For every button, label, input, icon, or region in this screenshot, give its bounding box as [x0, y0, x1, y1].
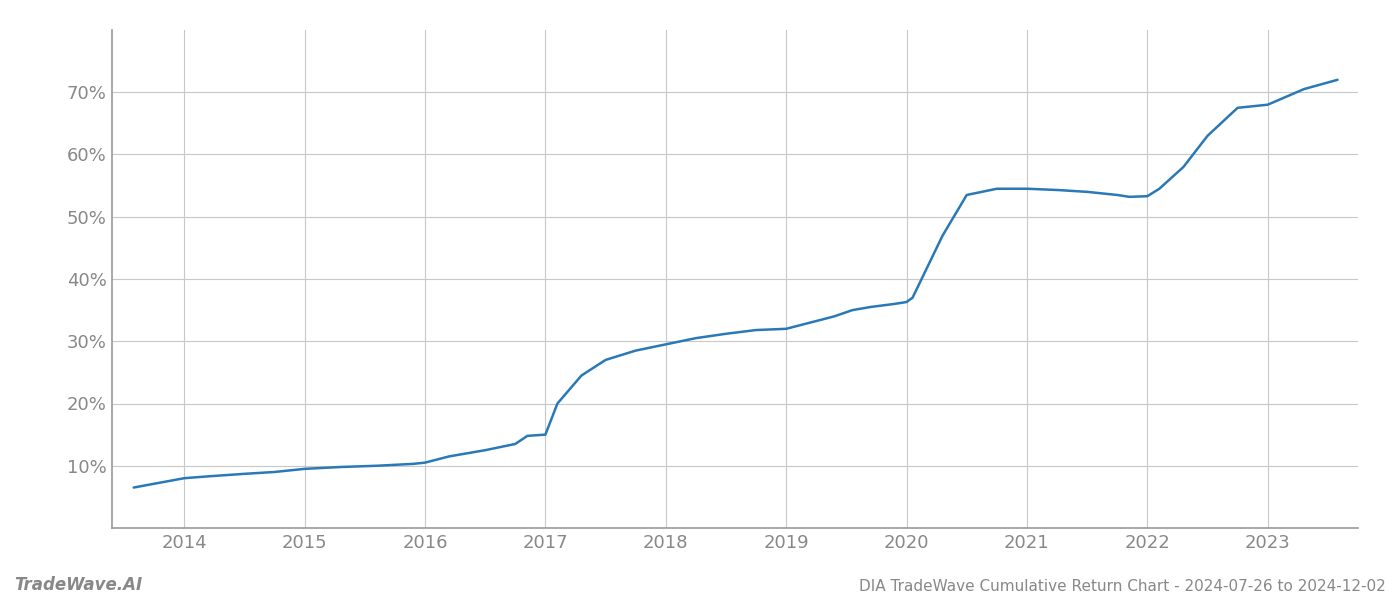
- Text: DIA TradeWave Cumulative Return Chart - 2024-07-26 to 2024-12-02: DIA TradeWave Cumulative Return Chart - …: [860, 579, 1386, 594]
- Text: TradeWave.AI: TradeWave.AI: [14, 576, 143, 594]
